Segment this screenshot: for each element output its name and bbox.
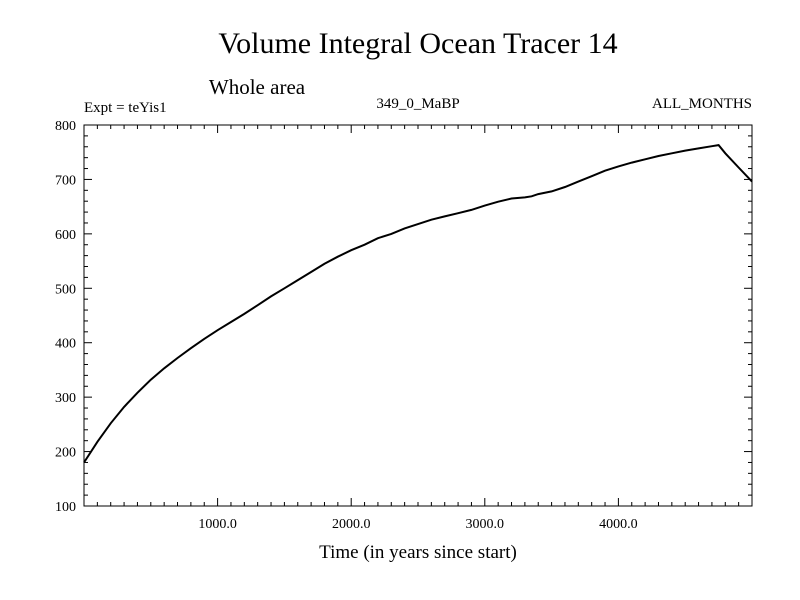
x-tick-label: 1000.0	[198, 517, 237, 532]
x-tick-label: 4000.0	[599, 517, 638, 532]
y-tick-label: 400	[55, 337, 76, 352]
y-axis-ticks	[84, 124, 752, 507]
y-tick-label: 500	[55, 282, 76, 297]
y-tick-label: 300	[55, 391, 76, 406]
y-tick-label: 700	[55, 173, 76, 188]
period-label: 349_0_MaBP	[376, 96, 459, 112]
chart-subtitle: Whole area	[209, 75, 306, 99]
x-tick-label: 3000.0	[466, 517, 505, 532]
y-axis-tick-labels: 100 200 300 400 500 600 700 800	[55, 119, 76, 515]
x-axis-tick-labels: 1000.0 2000.0 3000.0 4000.0	[198, 517, 637, 532]
y-tick-label: 800	[55, 119, 76, 134]
x-axis-ticks	[83, 125, 753, 506]
x-axis-label: Time (in years since start)	[319, 542, 517, 563]
chart-title: Volume Integral Ocean Tracer 14	[218, 27, 617, 60]
series-line	[83, 144, 753, 464]
y-tick-label: 100	[55, 500, 76, 515]
months-label: ALL_MONTHS	[652, 96, 752, 112]
y-tick-label: 200	[55, 446, 76, 461]
experiment-label: Expt = teYis1	[84, 100, 167, 116]
plot-frame	[83, 124, 753, 507]
y-tick-label: 600	[55, 228, 76, 243]
x-tick-label: 2000.0	[332, 517, 371, 532]
